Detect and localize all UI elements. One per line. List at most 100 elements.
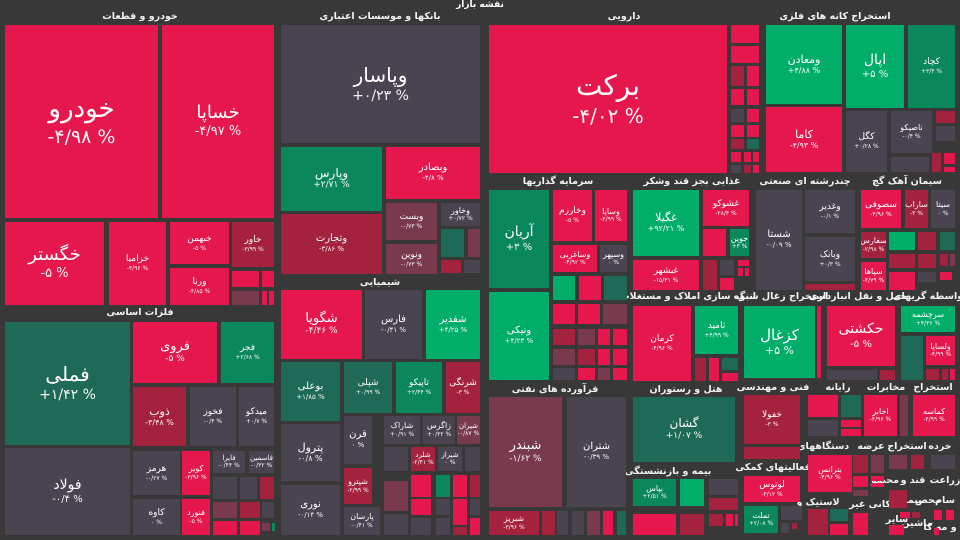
stock-tile-small[interactable] (695, 358, 706, 381)
stock-tile-small[interactable] (598, 349, 610, 365)
stock-tile[interactable]: خساپا -۴/۹۷ % (162, 25, 274, 218)
stock-tile-small[interactable] (747, 66, 759, 86)
stock-tile-small[interactable] (781, 506, 802, 520)
stock-tile[interactable]: وبست -۰/۷۳ % (386, 203, 437, 240)
stock-tile[interactable]: وبصادر -۴/۸ % (386, 147, 480, 199)
stock-tile-small[interactable] (936, 111, 955, 123)
stock-tile-small[interactable] (731, 152, 741, 162)
stock-tile[interactable]: شپلی +۰/۹۹ % (344, 362, 392, 413)
stock-tile-small[interactable] (411, 518, 431, 535)
stock-tile[interactable]: سفارس -۲/۹۸ % (861, 232, 886, 258)
stock-tile-small[interactable] (441, 260, 461, 273)
stock-tile-small[interactable] (738, 260, 749, 266)
stock-tile[interactable]: ساراب -۳ % (905, 190, 928, 228)
stock-tile-small[interactable] (240, 477, 257, 499)
stock-tile[interactable]: نوری -۰/۱۴ % (281, 485, 340, 535)
stock-tile-small[interactable] (572, 511, 584, 535)
stock-tile[interactable]: لوتوس -۴/۱۲ % (744, 476, 800, 502)
stock-tile-small[interactable] (436, 499, 450, 515)
stock-tile-small[interactable] (827, 370, 877, 380)
stock-tile-small[interactable] (731, 165, 741, 173)
stock-tile-small[interactable] (889, 254, 915, 268)
stock-tile-small[interactable] (232, 271, 259, 287)
stock-tile-small[interactable] (830, 524, 848, 535)
stock-tile-small[interactable] (436, 475, 450, 497)
stock-tile[interactable]: شفدیر +۴/۲۵ % (426, 290, 480, 359)
stock-tile[interactable]: کماسه -۴/۹۹ % (913, 395, 955, 436)
stock-tile-small[interactable] (891, 157, 929, 172)
stock-tile[interactable]: وساغربی -۴/۹۲ % (553, 245, 597, 272)
stock-tile[interactable]: بپاس +۲/۵۱ % (633, 479, 676, 506)
stock-tile-small[interactable] (889, 232, 915, 250)
stock-tile[interactable]: ومعادن +۴/۸۸ % (766, 25, 842, 104)
stock-tile-small[interactable] (731, 46, 759, 63)
stock-tile-small[interactable] (633, 514, 676, 535)
stock-tile-small[interactable] (604, 276, 627, 300)
stock-tile-small[interactable] (598, 368, 610, 380)
stock-tile-small[interactable] (911, 455, 924, 469)
stock-tile-small[interactable] (934, 528, 939, 535)
stock-tile-small[interactable] (871, 483, 884, 487)
stock-tile-small[interactable] (709, 358, 719, 381)
stock-tile-small[interactable] (720, 278, 734, 290)
stock-tile[interactable]: فروی -۵ % (133, 322, 217, 383)
stock-tile[interactable]: فخوز -۰/۴ % (190, 387, 236, 446)
stock-tile[interactable]: برکت -۴/۰۲ % (489, 25, 727, 173)
stock-tile[interactable]: قرن ۰ % (344, 416, 372, 464)
stock-tile-small[interactable] (744, 165, 751, 173)
stock-tile-small[interactable] (384, 514, 408, 535)
stock-tile[interactable]: فارس -۰/۴۱ % (365, 290, 422, 359)
stock-tile[interactable]: خبهمن -۵ % (170, 222, 229, 264)
stock-tile[interactable]: شلرد -۲/۴۱ % (411, 447, 435, 471)
stock-tile[interactable]: هرمز -۰/۲۷ % (133, 451, 180, 495)
stock-tile-small[interactable] (753, 152, 759, 162)
stock-tile-small[interactable] (709, 514, 723, 526)
stock-tile-small[interactable] (680, 514, 704, 535)
stock-tile[interactable]: ناصیکو -۰/۴ % (891, 111, 932, 153)
stock-tile[interactable]: ونیکی +۴/۲۳ % (489, 292, 549, 380)
stock-tile[interactable]: فجر +۲/۶۸ % (221, 322, 274, 383)
stock-tile[interactable]: وپارس +۲/۷۱ % (281, 147, 382, 211)
stock-tile-small[interactable] (944, 167, 955, 172)
stock-tile-small[interactable] (889, 490, 907, 508)
stock-tile-small[interactable] (871, 476, 884, 481)
stock-tile-small[interactable] (950, 369, 955, 380)
stock-tile-small[interactable] (703, 229, 726, 256)
stock-tile-small[interactable] (889, 272, 915, 290)
stock-tile[interactable]: کویر -۳/۹۶ % (182, 451, 210, 495)
stock-tile[interactable]: کرمان -۴/۹۶ % (633, 306, 691, 381)
stock-tile-small[interactable] (453, 475, 467, 497)
stock-tile-small[interactable] (731, 125, 744, 137)
stock-tile-small[interactable] (946, 510, 954, 520)
stock-tile-small[interactable] (709, 498, 738, 510)
stock-tile[interactable]: وبانک +۰/۳ % (805, 237, 855, 281)
stock-tile[interactable]: اپال +۵ % (846, 25, 904, 108)
stock-tile[interactable]: وغدیر -۰/۱ % (805, 190, 855, 233)
stock-tile-small[interactable] (889, 455, 907, 469)
stock-tile-small[interactable] (726, 514, 733, 526)
stock-tile[interactable]: زاگرس +۰/۳۲ % (423, 416, 455, 444)
stock-tile-small[interactable] (384, 481, 408, 511)
stock-tile-small[interactable] (731, 89, 744, 105)
stock-tile[interactable]: حکشتی -۵ % (827, 306, 895, 366)
stock-tile-small[interactable] (578, 349, 595, 365)
stock-tile-small[interactable] (747, 139, 759, 149)
stock-tile-small[interactable] (260, 477, 274, 499)
stock-tile-small[interactable] (232, 291, 259, 305)
stock-tile-small[interactable] (613, 329, 627, 345)
stock-tile-small[interactable] (722, 358, 738, 370)
stock-tile-small[interactable] (853, 455, 868, 473)
stock-tile-small[interactable] (792, 523, 797, 529)
stock-tile[interactable]: شیراز ۰ % (438, 447, 462, 471)
stock-tile-small[interactable] (880, 370, 895, 380)
stock-tile-small[interactable] (926, 369, 939, 380)
stock-tile[interactable]: وسپهر ۰ % (600, 245, 627, 272)
stock-tile[interactable]: کچاد +۳/۴ % (908, 25, 955, 108)
stock-tile[interactable]: سرچشمه +۴/۳۶ % (901, 306, 955, 332)
stock-tile-small[interactable] (262, 502, 274, 518)
stock-tile[interactable]: میدکو +۰/۷ % (239, 387, 274, 446)
stock-tile[interactable]: اخابر -۴/۹۶ % (864, 395, 897, 436)
stock-tile-small[interactable] (453, 499, 467, 515)
stock-tile[interactable]: سیتا ۰ % (931, 190, 955, 228)
stock-tile-small[interactable] (808, 509, 828, 535)
